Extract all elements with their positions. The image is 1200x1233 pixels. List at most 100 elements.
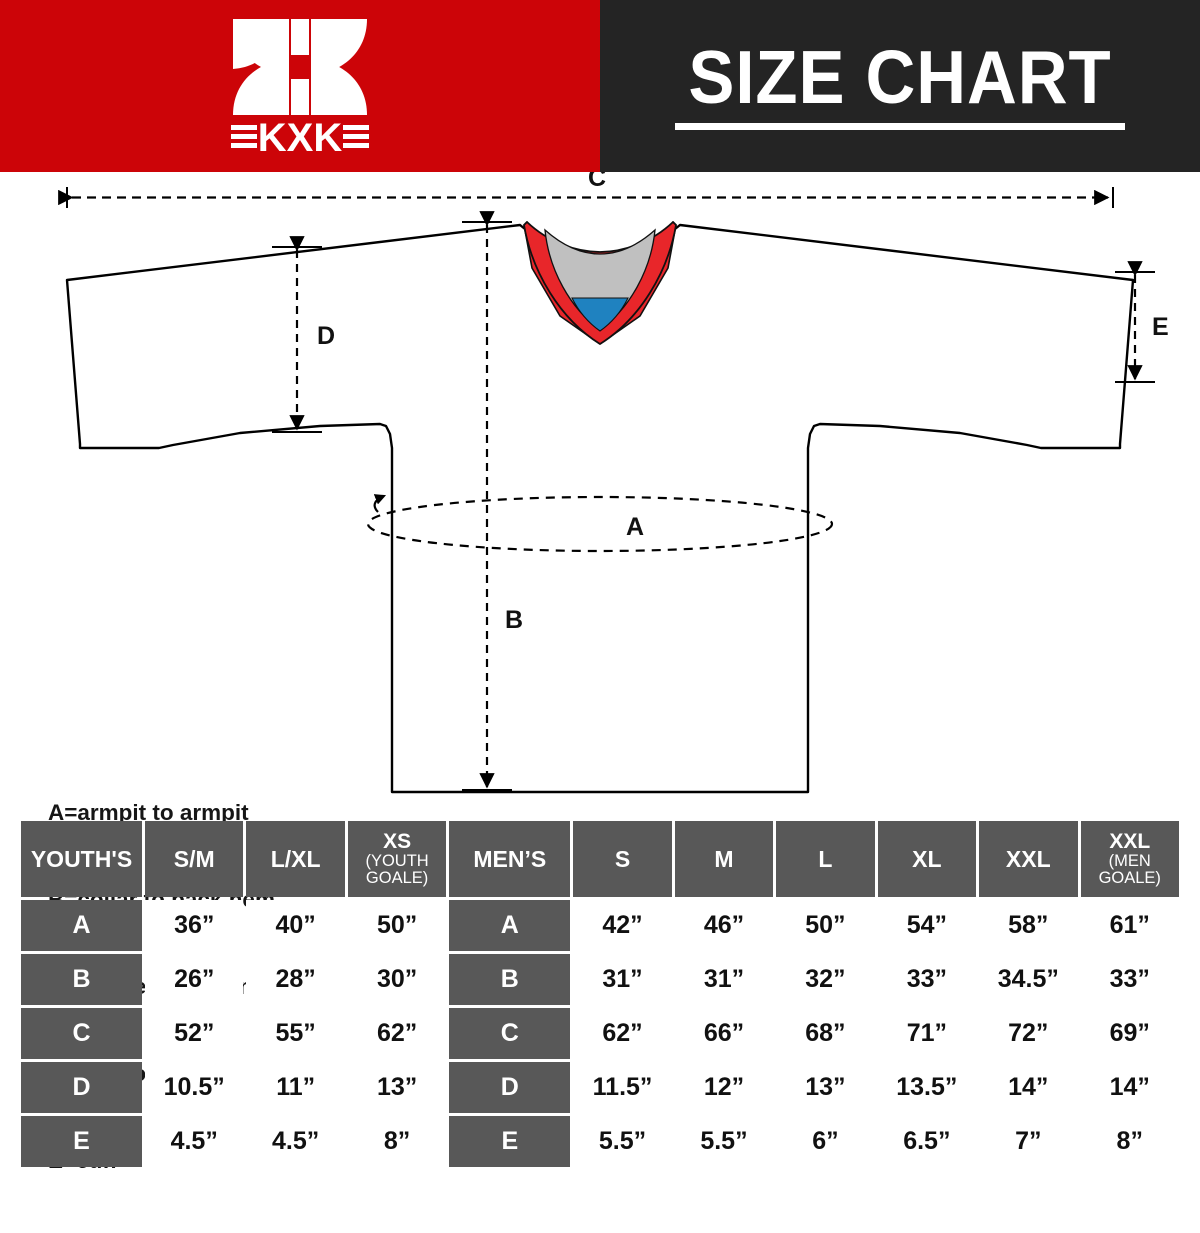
header-men-xxl-label: XXL xyxy=(1005,845,1051,872)
page-title: SIZE CHART xyxy=(688,35,1112,120)
cell-youth-d-sm: 10.5” xyxy=(145,1062,244,1113)
header-men-xl: XL xyxy=(877,821,977,897)
header-youth-xs-sub: (YOUTH GOALE) xyxy=(365,851,429,888)
cell-men-e-m: 5.5” xyxy=(674,1116,774,1167)
row-label-youth-a: A xyxy=(21,900,142,951)
header-men: MEN’S xyxy=(449,821,571,897)
dimension-E: E xyxy=(1115,261,1169,383)
table-row: C 52” 55” 62” C 62” 66” 68” 71” 72” 69” xyxy=(21,1008,1179,1059)
table-row: B 26” 28” 30” B 31” 31” 32” 33” 34.5” 33… xyxy=(21,954,1179,1005)
cell-men-b-m: 31” xyxy=(674,954,774,1005)
row-label-youth-d: D xyxy=(21,1062,142,1113)
cell-men-c-s: 62” xyxy=(573,1008,672,1059)
cell-men-a-xxl: 58” xyxy=(979,900,1078,951)
table-row: E 4.5” 4.5” 8” E 5.5” 5.5” 6” 6.5” 7” 8” xyxy=(21,1116,1179,1167)
cell-youth-d-xs: 13” xyxy=(347,1062,447,1113)
dimension-label-D: D xyxy=(317,322,335,350)
row-label-men-e: E xyxy=(449,1116,571,1167)
cell-youth-c-lxl: 55” xyxy=(246,1008,345,1059)
header-youth-lxl-label: L/XL xyxy=(270,845,321,872)
dimension-label-E: E xyxy=(1152,313,1169,341)
jersey-technical-drawing: C D E xyxy=(58,172,1169,794)
cell-men-e-l: 6” xyxy=(776,1116,875,1167)
size-table-container: YOUTH'S S/M L/XL XS (YOUTH GOALE) MEN’S … xyxy=(18,818,1182,1170)
page-header: KXK SIZE CHART xyxy=(0,0,1200,172)
cell-youth-a-sm: 36” xyxy=(145,900,244,951)
svg-text:KXK: KXK xyxy=(258,116,343,160)
dimension-A: A xyxy=(366,494,834,553)
cell-men-d-xl: 13.5” xyxy=(877,1062,977,1113)
cell-men-d-m: 12” xyxy=(674,1062,774,1113)
header-men-s-label: S xyxy=(614,845,631,872)
title-panel: SIZE CHART xyxy=(600,0,1200,172)
size-table-body: YOUTH'S S/M L/XL XS (YOUTH GOALE) MEN’S … xyxy=(21,821,1179,1167)
jersey-collar xyxy=(523,221,677,345)
cell-men-a-xxl-goalie: 61” xyxy=(1080,900,1179,951)
legend-item-A: A=armpit to armpit xyxy=(48,800,249,826)
header-men-xl-label: XL xyxy=(912,845,942,872)
cell-men-b-s: 31” xyxy=(573,954,672,1005)
cell-youth-a-lxl: 40” xyxy=(246,900,345,951)
header-men-xxl-goalie: XXL (MEN GOALE) xyxy=(1080,821,1179,897)
cell-men-b-l: 32” xyxy=(776,954,875,1005)
header-men-m: M xyxy=(674,821,774,897)
header-men-m-label: M xyxy=(714,845,734,872)
dimension-label-A: A xyxy=(626,513,644,541)
row-label-men-a: A xyxy=(449,900,571,951)
cell-men-d-xxl: 14” xyxy=(979,1062,1078,1113)
dimension-B: B xyxy=(462,211,523,791)
cell-youth-c-xs: 62” xyxy=(347,1008,447,1059)
cell-men-c-xxl-goalie: 69” xyxy=(1080,1008,1179,1059)
cell-men-a-s: 42” xyxy=(573,900,672,951)
cell-men-d-xxl-goalie: 14” xyxy=(1080,1062,1179,1113)
table-row: A 36” 40” 50” A 42” 46” 50” 54” 58” 61” xyxy=(21,900,1179,951)
cell-men-e-xxl: 7” xyxy=(979,1116,1078,1167)
brand-panel: KXK xyxy=(0,0,600,172)
cell-youth-b-lxl: 28” xyxy=(246,954,345,1005)
header-youth: YOUTH'S xyxy=(21,821,142,897)
cell-men-e-xl: 6.5” xyxy=(877,1116,977,1167)
cell-youth-c-sm: 52” xyxy=(145,1008,244,1059)
cell-youth-b-xs: 30” xyxy=(347,954,447,1005)
cell-youth-d-lxl: 11” xyxy=(246,1062,345,1113)
cell-men-e-xxl-goalie: 8” xyxy=(1080,1116,1179,1167)
row-label-men-b: B xyxy=(449,954,571,1005)
cell-men-c-xxl: 72” xyxy=(979,1008,1078,1059)
cell-men-a-xl: 54” xyxy=(877,900,977,951)
row-label-youth-c: C xyxy=(21,1008,142,1059)
header-youth-sm-label: S/M xyxy=(173,845,215,872)
header-men-xxl-goalie-sub: (MEN GOALE) xyxy=(1098,851,1161,888)
cell-youth-e-xs: 8” xyxy=(347,1116,447,1167)
table-row: D 10.5” 11” 13” D 11.5” 12” 13” 13.5” 14… xyxy=(21,1062,1179,1113)
row-label-youth-b: B xyxy=(21,954,142,1005)
size-chart-table: YOUTH'S S/M L/XL XS (YOUTH GOALE) MEN’S … xyxy=(18,818,1182,1170)
header-men-xxl-goalie-label: XXL xyxy=(1109,829,1151,853)
title-underline xyxy=(675,122,1125,130)
cell-men-b-xxl: 34.5” xyxy=(979,954,1078,1005)
dimension-label-B: B xyxy=(505,606,523,634)
header-youth-lxl: L/XL xyxy=(246,821,345,897)
header-men-xxl: XXL xyxy=(979,821,1078,897)
header-youth-xs-label: XS xyxy=(383,829,412,853)
cell-youth-b-sm: 26” xyxy=(145,954,244,1005)
cell-men-c-xl: 71” xyxy=(877,1008,977,1059)
cell-men-c-m: 66” xyxy=(674,1008,774,1059)
jersey-diagram: C D E xyxy=(0,172,1200,1173)
header-men-l: L xyxy=(776,821,875,897)
table-header-row: YOUTH'S S/M L/XL XS (YOUTH GOALE) MEN’S … xyxy=(21,821,1179,897)
header-men-l-label: L xyxy=(818,845,833,872)
row-label-men-d: D xyxy=(449,1062,571,1113)
cell-men-d-s: 11.5” xyxy=(573,1062,672,1113)
header-youth-sm: S/M xyxy=(145,821,244,897)
cell-men-c-l: 68” xyxy=(776,1008,875,1059)
cell-men-b-xl: 33” xyxy=(877,954,977,1005)
kxk-logo-icon: KXK xyxy=(231,19,369,160)
row-label-men-c: C xyxy=(449,1008,571,1059)
cell-men-a-m: 46” xyxy=(674,900,774,951)
cell-youth-e-lxl: 4.5” xyxy=(246,1116,345,1167)
cell-men-d-l: 13” xyxy=(776,1062,875,1113)
cell-men-a-l: 50” xyxy=(776,900,875,951)
cell-youth-a-xs: 50” xyxy=(347,900,447,951)
cell-youth-e-sm: 4.5” xyxy=(145,1116,244,1167)
cell-men-b-xxl-goalie: 33” xyxy=(1080,954,1179,1005)
